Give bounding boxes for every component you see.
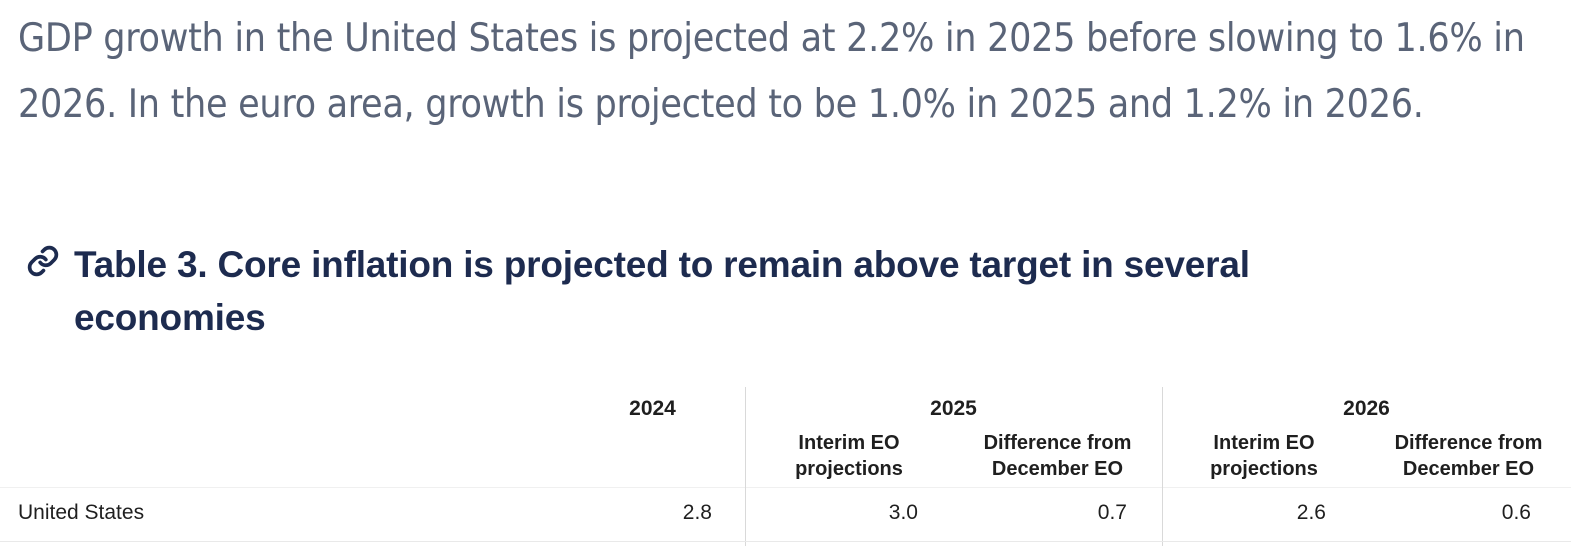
col-header-2025-interim-eo: Interim EO projections bbox=[795, 431, 903, 480]
table-row-divider bbox=[0, 541, 1571, 542]
column-separator-2024-2025 bbox=[745, 387, 746, 546]
col-header-2026-difference: Difference from December EO bbox=[1394, 431, 1543, 480]
cell-us-2026-interim: 2.6 bbox=[1162, 486, 1366, 539]
table3-heading-text: Table 3. Core inflation is projected to … bbox=[74, 244, 1250, 338]
col-header-2025-difference: Difference from December EO bbox=[983, 431, 1132, 480]
row-label-united-states: United States bbox=[0, 486, 560, 539]
cell-us-2026-difference: 0.6 bbox=[1366, 486, 1571, 539]
col-header-2026-interim-eo: Interim EO projections bbox=[1210, 431, 1318, 480]
core-inflation-table: 2024 2025 2026 Interim EO projections Di… bbox=[0, 383, 1571, 539]
table3-heading: Table 3. Core inflation is projected to … bbox=[26, 238, 1279, 344]
cell-us-2025-interim: 3.0 bbox=[745, 486, 953, 539]
subheader-row: Interim EO projections Difference from D… bbox=[0, 425, 1571, 487]
intro-paragraph: GDP growth in the United States is proje… bbox=[18, 16, 1525, 127]
header-spacer bbox=[0, 383, 560, 425]
header-spacer bbox=[560, 425, 745, 487]
header-spacer bbox=[0, 425, 560, 487]
year-header-row: 2024 2025 2026 bbox=[0, 383, 1571, 425]
col-group-header-2026: 2026 bbox=[1343, 397, 1390, 420]
column-separator-2025-2026 bbox=[1162, 387, 1163, 546]
cell-us-2024: 2.8 bbox=[560, 486, 745, 539]
table-row-united-states: United States 2.8 3.0 0.7 2.6 0.6 bbox=[0, 486, 1571, 539]
col-header-2024: 2024 bbox=[629, 397, 676, 420]
anchor-link-icon[interactable] bbox=[26, 244, 60, 278]
cell-us-2025-difference: 0.7 bbox=[953, 486, 1162, 539]
col-group-header-2025: 2025 bbox=[930, 397, 977, 420]
